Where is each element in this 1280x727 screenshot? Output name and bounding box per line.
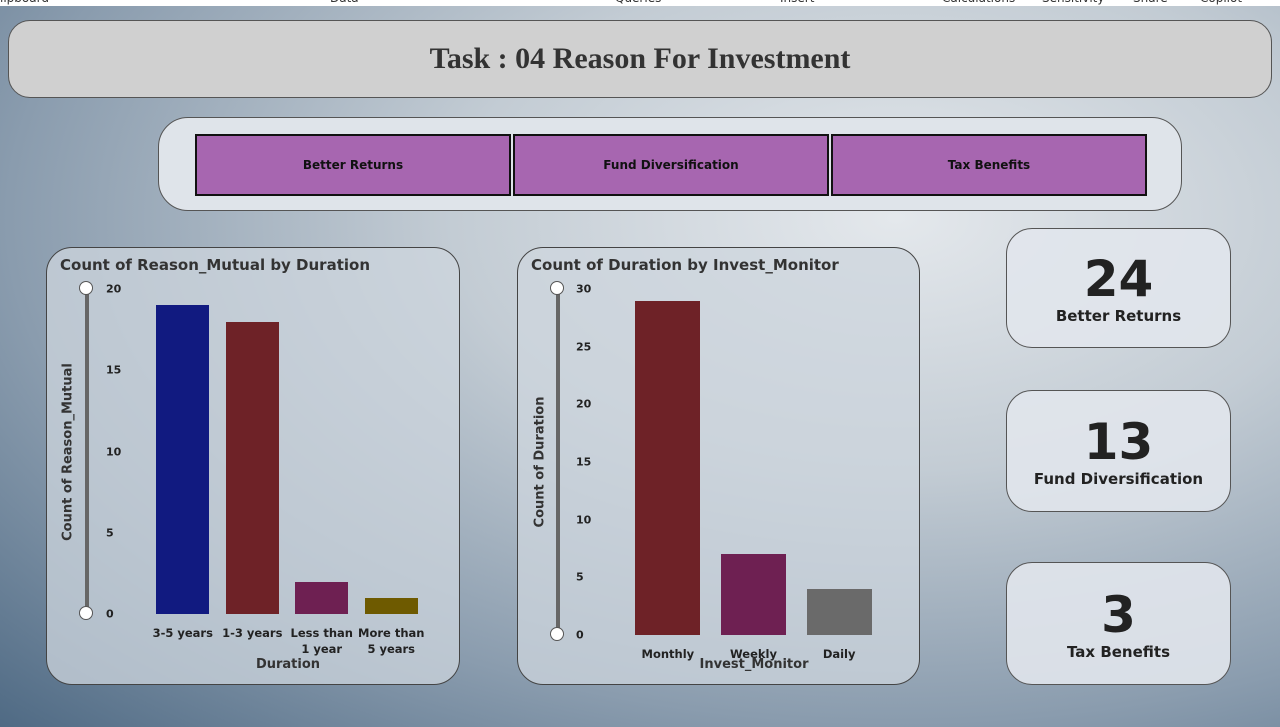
slicer-button[interactable]: Better Returns xyxy=(195,134,511,196)
x-tick-label: Weekly xyxy=(730,647,777,661)
kpi-card: 13 Fund Diversification xyxy=(1006,390,1231,512)
y-tick-label: 15 xyxy=(576,455,592,469)
kpi-card: 3 Tax Benefits xyxy=(1006,562,1231,685)
ribbon-tab[interactable]: Copilot xyxy=(1200,0,1242,5)
slicer-button[interactable]: Tax Benefits xyxy=(831,134,1147,196)
ribbon-tab[interactable]: Sensitivity xyxy=(1042,0,1104,5)
kpi-label: Tax Benefits xyxy=(1067,642,1170,661)
page-title: Task : 04 Reason For Investment xyxy=(8,20,1272,98)
bar xyxy=(364,597,418,614)
y-tick-label: 25 xyxy=(576,340,592,354)
ribbon: lipboard Data Queries Insert Calculations Sen… xyxy=(0,0,1280,6)
x-tick-label: Daily xyxy=(822,647,856,661)
x-axis-title: Duration xyxy=(255,657,321,672)
slider-track xyxy=(556,289,560,635)
y-axis-title: Count of Reason_Mutual xyxy=(60,362,76,541)
bar xyxy=(156,305,210,614)
kpi-label: Fund Diversification xyxy=(1033,470,1204,488)
y-tick-label: 10 xyxy=(576,513,592,527)
bar xyxy=(295,581,349,614)
x-tick-label: 3-5 years xyxy=(152,626,213,640)
x-tick-label: More than 5 years xyxy=(358,626,425,656)
y-tick-label: 15 xyxy=(106,363,122,377)
chart-title: Count of Reason_Mutual by Duration xyxy=(60,256,370,274)
x-tick-label: Monthly xyxy=(641,647,695,661)
y-tick-label: 20 xyxy=(576,397,592,411)
slider-handle[interactable] xyxy=(550,627,564,641)
kpi-value: 13 xyxy=(1083,413,1154,471)
y-tick-label: 5 xyxy=(106,526,114,540)
y-tick-label: 0 xyxy=(576,628,584,642)
x-tick-label: 1-3 years xyxy=(222,626,283,640)
bar xyxy=(806,588,872,635)
slider-handle[interactable] xyxy=(550,281,564,295)
ribbon-tab[interactable]: Calculations xyxy=(942,0,1015,5)
slider-handle[interactable] xyxy=(79,606,93,620)
y-tick-label: 0 xyxy=(106,607,114,621)
y-tick-label: 30 xyxy=(576,282,592,296)
slider-handle[interactable] xyxy=(79,281,93,295)
chart-title: Count of Duration by Invest_Monitor xyxy=(531,256,839,274)
bar xyxy=(225,321,279,614)
kpi-card: 24 Better Returns xyxy=(1006,228,1231,348)
slider-track xyxy=(85,289,89,614)
bar xyxy=(635,300,701,635)
x-axis-title: Invest_Monitor xyxy=(699,657,809,672)
ribbon-tab[interactable]: Share xyxy=(1133,0,1168,5)
kpi-label: Better Returns xyxy=(1055,307,1182,325)
bar xyxy=(721,554,786,635)
y-tick-label: 5 xyxy=(576,570,584,584)
ribbon-tab[interactable]: Data xyxy=(330,0,359,5)
ribbon-tab[interactable]: Insert xyxy=(780,0,814,5)
y-tick-label: 20 xyxy=(106,282,122,296)
kpi-value: 3 xyxy=(1101,585,1136,644)
ribbon-tab[interactable]: lipboard xyxy=(0,0,49,5)
kpi-value: 24 xyxy=(1083,250,1154,308)
x-tick-label: Less than 1 year xyxy=(290,626,353,656)
y-axis-title: Count of Duration xyxy=(532,396,548,528)
slicer-button[interactable]: Fund Diversification xyxy=(513,134,829,196)
ribbon-tab[interactable]: Queries xyxy=(615,0,661,5)
y-tick-label: 10 xyxy=(106,445,122,458)
